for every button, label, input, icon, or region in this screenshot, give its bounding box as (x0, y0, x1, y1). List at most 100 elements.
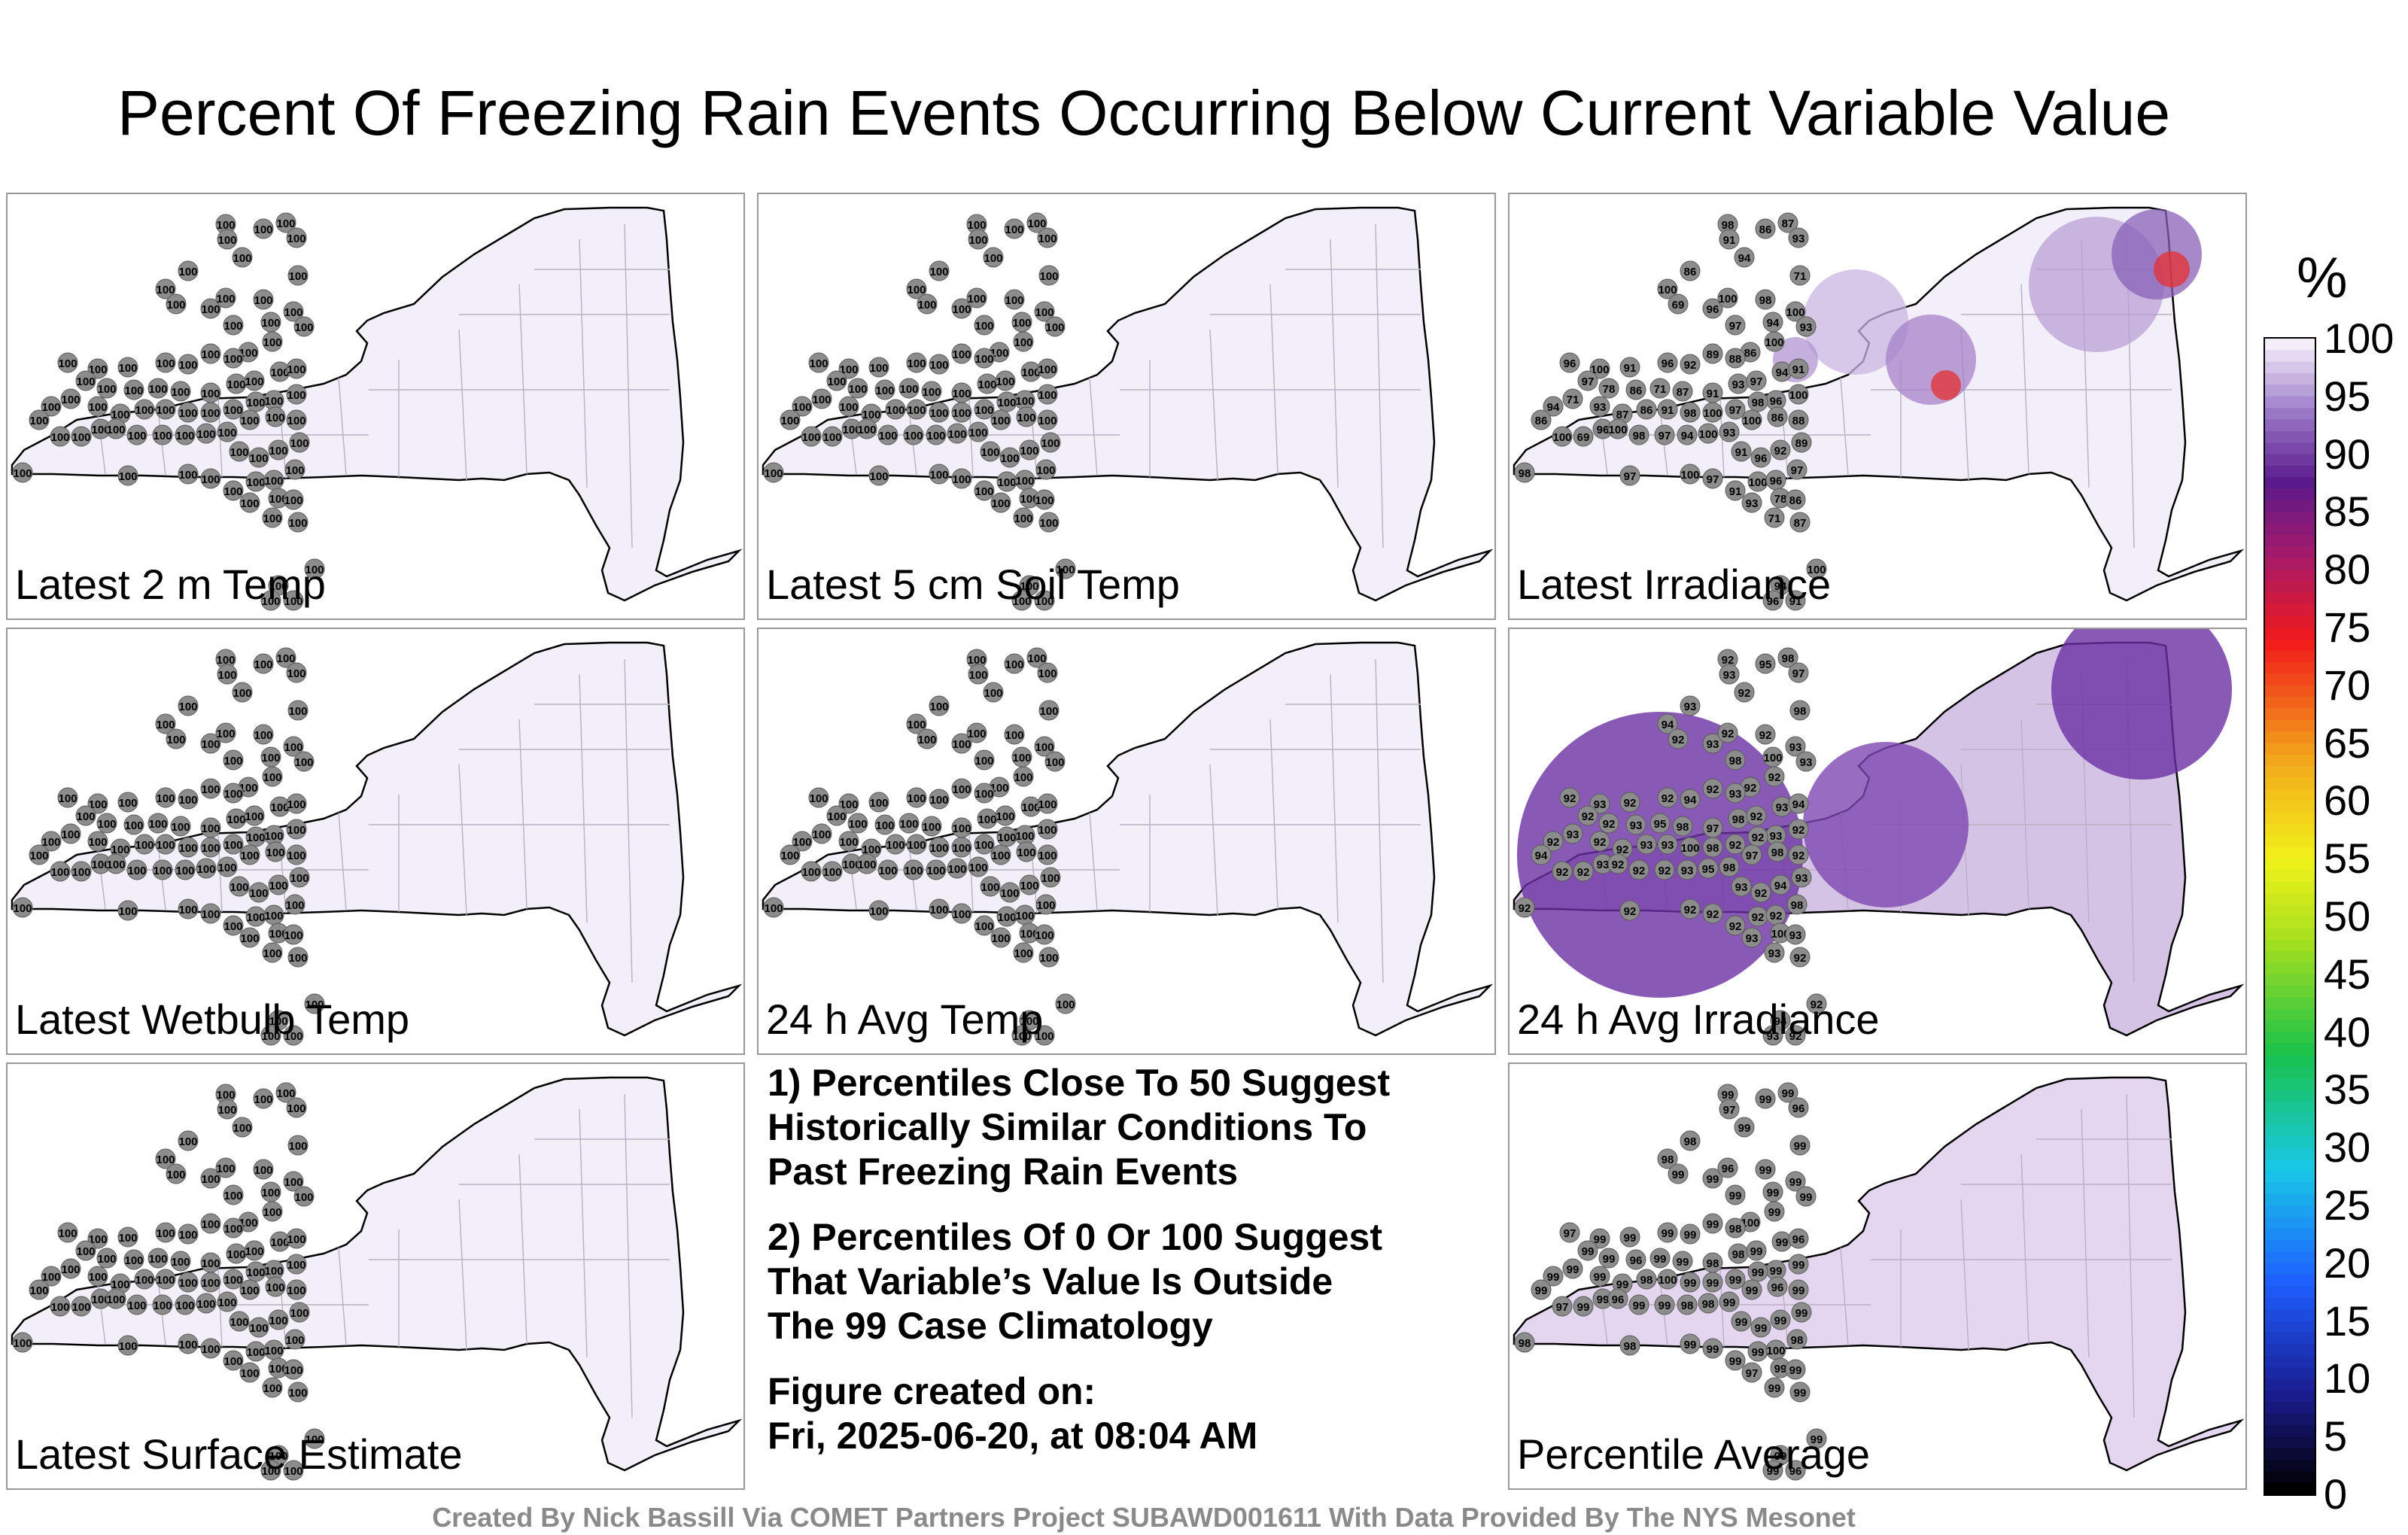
station-marker: 100 (1020, 361, 1041, 382)
station-value: 100 (178, 469, 197, 482)
station-marker: 100 (110, 403, 131, 424)
station-value: 93 (1597, 859, 1610, 871)
station-marker: 100 (1785, 301, 1806, 322)
station-marker: 92 (1750, 882, 1771, 903)
station-marker: 100 (966, 214, 987, 235)
station-marker: 100 (990, 492, 1011, 513)
station-value: 89 (1795, 437, 1808, 450)
station-value: 93 (1770, 830, 1783, 843)
station-value: 100 (952, 388, 971, 400)
station-marker: 100 (269, 1231, 290, 1252)
station-marker: 100 (262, 507, 283, 528)
station-marker: 100 (966, 649, 987, 670)
colorbar-tick-label: 95 (2324, 372, 2371, 420)
station-marker: 100 (71, 1296, 92, 1317)
station-marker: 96 (1625, 1249, 1646, 1270)
station-marker: 100 (801, 426, 822, 447)
county-line (1089, 812, 1098, 911)
station-marker: 92 (1573, 861, 1594, 882)
station-value: 100 (1771, 928, 1789, 941)
map-panel: 100 100 100 100 100 100 100 100 100 100 100 100 100 1… (6, 628, 745, 1055)
station-marker: 100 (906, 787, 927, 808)
station-value: 100 (246, 831, 265, 844)
station-value: 92 (1792, 824, 1805, 837)
colorbar-band (2265, 419, 2315, 432)
station-marker: 99 (1702, 1168, 1723, 1189)
station-value: 100 (907, 404, 926, 417)
station-marker: 100 (995, 805, 1016, 826)
station-marker: 100 (1044, 316, 1066, 337)
colorbar-band (2265, 592, 2315, 605)
colorbar-tick-label: 0 (2324, 1470, 2348, 1518)
station-marker: 100 (166, 728, 187, 749)
colorbar-band (2265, 546, 2315, 559)
station-marker: 100 (947, 858, 968, 879)
station-marker: 100 (856, 853, 877, 874)
station-marker: 100 (155, 1148, 176, 1169)
colorbar-band (2265, 962, 2315, 975)
station-marker: 100 (966, 722, 987, 743)
station-value: 86 (1640, 404, 1653, 417)
station-value: 100 (97, 383, 116, 396)
station-marker: 99 (1789, 1382, 1811, 1403)
station-value: 100 (58, 792, 77, 805)
station-value: 100 (264, 395, 283, 408)
station-value: 100 (1005, 223, 1023, 236)
station-value: 100 (148, 383, 167, 396)
colorbar-band (2265, 1147, 2315, 1160)
station-marker: 91 (1725, 480, 1746, 501)
station-value: 100 (266, 1281, 284, 1294)
station-value: 92 (1792, 850, 1805, 862)
station-marker: 100 (260, 312, 281, 333)
station-value: 100 (812, 394, 831, 406)
station-value: 100 (1035, 741, 1054, 754)
station-value: 100 (245, 375, 263, 388)
percentile-shade (2051, 629, 2232, 780)
station-marker: 92 (1680, 898, 1701, 919)
colorbar-band (2265, 1367, 2315, 1379)
station-value: 93 (1789, 741, 1802, 754)
station-marker: 98 (1747, 391, 1768, 412)
station-value: 100 (223, 1355, 242, 1368)
station-marker: 100 (996, 471, 1017, 492)
station-value: 100 (201, 348, 220, 361)
station-value: 100 (71, 1301, 90, 1314)
colorbar-tick-label: 25 (2324, 1181, 2371, 1229)
station-marker: 100 (196, 1293, 217, 1314)
station-marker: 100 (50, 1296, 71, 1317)
station-value: 100 (1608, 424, 1627, 436)
colorbar-band (2265, 1332, 2315, 1345)
station-value: 100 (1005, 729, 1023, 742)
station-marker: 100 (1013, 507, 1034, 528)
station-marker: 100 (239, 1279, 260, 1300)
station-marker: 100 (245, 1261, 266, 1282)
station-marker: 100 (223, 834, 244, 855)
station-value: 100 (929, 359, 948, 372)
colorbar-band (2265, 361, 2315, 374)
station-value: 98 (1759, 294, 1772, 307)
station-value: 99 (1684, 1339, 1697, 1351)
station-value: 98 (1684, 407, 1697, 420)
station-value: 98 (1782, 652, 1795, 665)
station-value: 100 (1038, 798, 1057, 811)
station-marker: 100 (147, 1248, 169, 1269)
station-marker: 100 (1037, 662, 1058, 683)
station-value: 100 (780, 415, 799, 427)
station-value: 100 (217, 669, 236, 682)
station-marker: 100 (57, 787, 78, 808)
colorbar-band (2265, 801, 2315, 813)
station-value: 100 (1035, 1030, 1054, 1043)
station-value: 71 (1768, 512, 1781, 525)
station-value: 100 (216, 1089, 235, 1102)
station-marker: 100 (262, 1201, 283, 1222)
colorbar-band (2265, 1008, 2315, 1021)
station-marker: 100 (856, 418, 877, 439)
station-value: 100 (1012, 317, 1031, 330)
station-value: 100 (118, 905, 137, 918)
station-marker: 91 (1731, 441, 1752, 462)
station-marker: 94 (1677, 424, 1698, 445)
station-value: 96 (1597, 424, 1610, 436)
station-value: 100 (904, 865, 923, 877)
station-value: 94 (1792, 798, 1805, 811)
